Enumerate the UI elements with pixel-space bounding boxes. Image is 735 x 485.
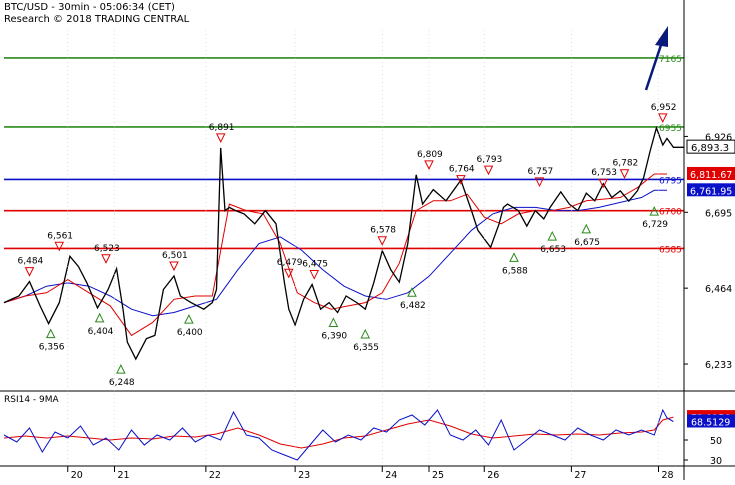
swing-high-label: 6,578: [370, 226, 396, 236]
swing-low-label: 6,482: [400, 301, 426, 311]
swing-high-label: 6,484: [18, 257, 44, 267]
ma-slow-line: [3, 189, 667, 317]
date-axis: 20 21 22 23 24 25 26 27 28: [0, 30, 735, 481]
ma-value-label: 6,761.95: [690, 186, 732, 197]
swing-low-label: 6,355: [353, 343, 379, 353]
date-tick-label: 21: [118, 470, 130, 480]
date-tick-label: 20: [71, 470, 83, 480]
level-label-6795: 6795: [659, 176, 682, 186]
swing-low-label: 6,404: [88, 327, 114, 337]
swing-high-marker: [215, 133, 226, 144]
swing-high-label: 6,501: [162, 251, 188, 261]
ma-value-box: [687, 166, 735, 180]
swing-high-marker: [657, 113, 668, 123]
swing-high-label: 6,809: [417, 150, 443, 160]
swing-high-marker: [598, 178, 609, 189]
chart-title: BTC/USD - 30min - 05:06:34 (CET): [4, 2, 175, 13]
swing-high-label: 6,952: [651, 103, 677, 113]
swing-high-label: 6,793: [477, 155, 503, 165]
ma-value-label: 6,811.67: [690, 170, 732, 181]
price-line: [3, 125, 684, 361]
swing-high-marker: [619, 169, 630, 179]
date-tick-label: 28: [662, 470, 674, 480]
current-price-label: 6,893.3: [691, 143, 729, 154]
swing-high-marker: [534, 177, 545, 188]
rsi-value-box: [687, 414, 735, 428]
swing-high-marker: [101, 254, 111, 264]
swing-low-marker: [184, 314, 194, 324]
swing-high-marker: [424, 160, 434, 170]
swing-high-label: 6,764: [449, 165, 475, 175]
swing-low-marker: [45, 328, 56, 339]
price-axis: 6,926 6,695 6,464 6,233 6,893.3 6,811.67 6,761…: [683, 0, 735, 480]
rsi-value-label: 68.5129: [691, 417, 730, 428]
level-label-6585: 6585: [659, 245, 682, 255]
ma-fast-line: [3, 173, 667, 337]
swing-high-label: 6,891: [209, 123, 235, 133]
swing-high-label: 6,782: [613, 159, 639, 169]
swing-high-label: 6,757: [528, 167, 554, 177]
swing-low-marker: [649, 205, 660, 216]
swing-low-label: 6,588: [502, 266, 528, 276]
rsi-line: [3, 408, 674, 461]
swing-low-marker: [94, 312, 105, 323]
swing-low-label: 6,653: [540, 245, 566, 255]
swing-low-label: 6,356: [39, 343, 65, 353]
price-panel: 7165 6955 6795 6700 6585 6,561 6,523 6,501 6,891…: [0, 55, 735, 392]
swing-low-marker: [407, 287, 417, 297]
date-tick-label: 26: [487, 470, 499, 480]
swing-low-marker: [116, 363, 126, 374]
date-tick-label: 25: [432, 470, 444, 480]
swing-low-label: 6,400: [177, 328, 203, 338]
swing-high-label: 6,475: [302, 260, 328, 270]
swing-high-marker: [309, 270, 320, 280]
level-label-6955: 6955: [659, 124, 682, 134]
swing-high-marker: [283, 268, 294, 279]
swing-low-label: 6,729: [642, 220, 668, 230]
copyright-text: Research © 2018 TRADING CENTRAL: [4, 14, 190, 25]
swing-low-label: 6,675: [574, 238, 600, 248]
swing-high-marker: [169, 261, 179, 272]
date-tick-label: 22: [209, 470, 221, 480]
swing-high-label: 6,523: [94, 244, 120, 254]
rsi-title: RSI14 - 9MA: [4, 395, 60, 405]
date-tick-label: 27: [574, 470, 586, 480]
swing-high-label: 6,561: [47, 231, 73, 241]
swing-low-label: 6,248: [109, 378, 135, 388]
price-tick-label: 6,464: [705, 284, 732, 295]
swing-low-marker: [328, 317, 339, 327]
swing-low-label: 6,390: [321, 331, 347, 341]
price-tick-label: 6,695: [705, 208, 732, 219]
rsi-tick-label: 30: [710, 456, 722, 467]
ma-value-box: [687, 183, 735, 197]
level-label-6700: 6700: [659, 208, 682, 218]
swing-high-marker: [456, 175, 466, 185]
trend-arrow-line: [644, 44, 663, 91]
price-tick-label: 6,233: [705, 360, 732, 371]
swing-high-label: 6,479: [277, 258, 303, 268]
swing-high-label: 6,753: [591, 168, 617, 178]
swing-low-marker: [360, 328, 371, 339]
trend-arrow: [644, 26, 668, 91]
swing-high-marker: [54, 241, 65, 252]
rsi-tick-label: 50: [710, 436, 722, 447]
swing-low-marker: [581, 223, 592, 234]
rsi-panel: [3, 408, 674, 461]
swing-high-marker: [377, 236, 388, 246]
swing-low-marker: [547, 230, 558, 241]
date-tick-label: 23: [298, 470, 310, 480]
swing-high-marker: [483, 165, 494, 176]
swing-low-marker: [509, 252, 519, 262]
swing-high-marker: [24, 267, 35, 277]
level-label-7165: 7165: [659, 55, 682, 65]
current-price-box: [686, 139, 735, 154]
rsi-axis: 503072.925668.5129: [684, 410, 735, 467]
date-tick-label: 24: [385, 470, 397, 480]
trend-arrow-head: [655, 26, 668, 47]
price-tick-label: 6,926: [705, 132, 732, 143]
